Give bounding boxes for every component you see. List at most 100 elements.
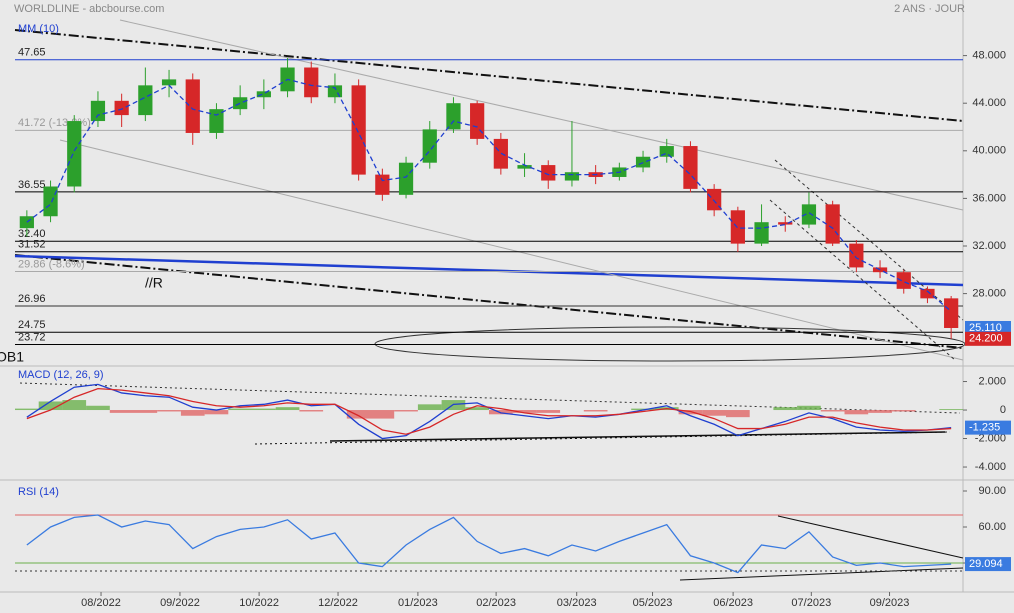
y-tick-label: 90.00	[978, 485, 1006, 497]
last-value-label: -1.235	[969, 422, 1000, 434]
histogram-bar	[133, 410, 158, 413]
histogram-bar	[275, 407, 300, 411]
histogram-bar	[15, 408, 39, 411]
channel-line	[119, 19, 964, 211]
histogram-bar	[844, 410, 869, 415]
histogram-bar	[62, 400, 87, 411]
level-label: 23.72	[18, 331, 46, 343]
candle-body	[778, 222, 793, 225]
histogram-bar	[204, 410, 229, 415]
histogram-bar	[465, 407, 489, 411]
level-label: 24.75	[18, 319, 46, 331]
trend-line	[14, 29, 964, 122]
candle-body	[422, 129, 437, 163]
y-tick-label: 0	[1000, 404, 1006, 416]
histogram-bar	[820, 410, 845, 412]
candle-body	[161, 79, 177, 86]
histogram-bar	[678, 410, 703, 415]
candle-body	[351, 85, 366, 175]
macd-trend	[254, 431, 951, 445]
candle-body	[114, 100, 129, 116]
level-label: 47.65	[18, 47, 46, 59]
level-label: 29.86 (-8.6%)	[18, 258, 85, 270]
histogram-bar	[868, 410, 892, 413]
x-tick-label: 02/2023	[476, 597, 516, 609]
x-tick-label: 12/2022	[318, 597, 358, 609]
price-tag	[965, 320, 1011, 335]
candle-body	[944, 298, 959, 328]
histogram-bar	[86, 405, 110, 411]
level-label: 36.55	[18, 179, 46, 191]
candle-body	[541, 165, 556, 181]
candle-body	[138, 85, 153, 116]
histogram-bar	[512, 410, 537, 413]
x-tick-label: 09/2023	[870, 597, 910, 609]
candle-body	[327, 85, 343, 98]
series-line	[26, 383, 952, 440]
channel-line	[59, 139, 964, 361]
x-tick-label: 06/2023	[713, 597, 753, 609]
candle-body	[659, 146, 674, 157]
rsi-trend	[777, 515, 964, 559]
y-tick-label: 48.000	[972, 50, 1006, 62]
histogram-bar	[631, 408, 655, 411]
candle-body	[304, 67, 319, 98]
header-title: WORLDLINE - abcbourse.com	[14, 3, 164, 15]
y-tick-label: 2.000	[978, 375, 1006, 387]
histogram-bar	[797, 405, 821, 411]
level-label: 31.52	[18, 239, 46, 251]
histogram-bar	[370, 410, 395, 419]
candle-body	[398, 162, 414, 195]
candle-body	[896, 272, 911, 289]
legend-entry: MM (10)	[18, 23, 59, 35]
y-tick-label: 40.000	[972, 145, 1006, 157]
histogram-bar	[583, 410, 608, 412]
price-tag	[965, 331, 1011, 346]
candle-body	[256, 91, 271, 98]
last-value-tag	[965, 420, 1011, 435]
histogram-bar	[180, 410, 205, 416]
level-label: 26.96	[18, 293, 46, 305]
candle-body	[801, 204, 817, 225]
x-tick-label: 08/2022	[81, 597, 121, 609]
histogram-bar	[773, 407, 798, 411]
histogram-bar	[38, 401, 63, 411]
macd-trend	[329, 431, 946, 442]
y-tick-label: 44.000	[972, 97, 1006, 109]
annotation: //R	[145, 275, 163, 291]
price-tag-label: 25.110	[969, 322, 1002, 334]
candle-body	[920, 288, 935, 299]
candle-body	[67, 121, 82, 187]
histogram-bar	[489, 410, 513, 415]
candle-body	[90, 100, 106, 122]
candle-body	[825, 204, 840, 244]
x-tick-label: 07/2023	[791, 597, 831, 609]
candle-body	[564, 172, 580, 181]
series-line	[26, 514, 952, 574]
histogram-bar	[394, 410, 418, 412]
series-line	[26, 388, 952, 435]
candle-body	[517, 165, 532, 169]
channel-line	[769, 199, 956, 361]
histogram-bar	[252, 408, 276, 411]
candle-body	[754, 222, 769, 244]
candle-body	[446, 103, 461, 130]
candle-body	[849, 243, 864, 268]
panel-title: RSI (14)	[18, 486, 59, 498]
candle-body	[375, 174, 390, 195]
histogram-bar	[228, 408, 252, 411]
candle-body	[185, 79, 200, 133]
annotation: OB1	[0, 349, 24, 365]
y-tick-label: 60.00	[978, 521, 1006, 533]
candle-body	[19, 216, 34, 229]
histogram-bar	[346, 410, 371, 419]
x-tick-label: 03/2023	[557, 597, 597, 609]
x-tick-label: 09/2022	[160, 597, 200, 609]
candle-body	[707, 188, 722, 211]
macd-trend	[19, 382, 961, 414]
y-tick-label: 28.000	[972, 288, 1006, 300]
candle-body	[470, 103, 485, 139]
candle-body	[683, 146, 698, 189]
rsi-trend	[679, 567, 964, 581]
